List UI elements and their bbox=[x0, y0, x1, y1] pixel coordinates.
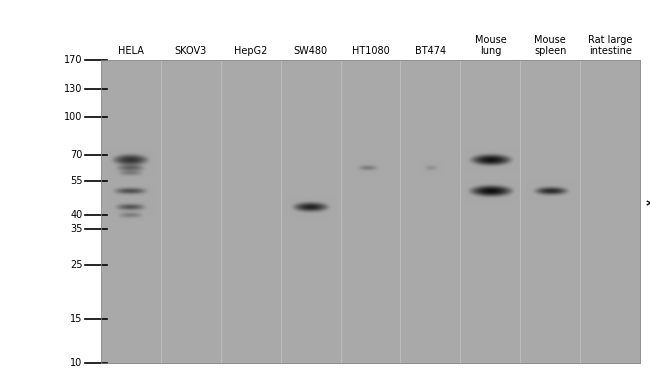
Text: Mouse
lung: Mouse lung bbox=[474, 35, 506, 56]
Text: *: * bbox=[645, 198, 650, 216]
Text: 70: 70 bbox=[70, 150, 83, 160]
Text: 100: 100 bbox=[64, 112, 83, 122]
Text: 170: 170 bbox=[64, 55, 83, 65]
Text: 25: 25 bbox=[70, 260, 83, 270]
Text: Rat large
intestine: Rat large intestine bbox=[588, 35, 632, 56]
Text: 35: 35 bbox=[70, 224, 83, 234]
Text: HepG2: HepG2 bbox=[234, 46, 267, 56]
Text: HT1080: HT1080 bbox=[352, 46, 389, 56]
Bar bbox=[101, 60, 640, 363]
Text: 130: 130 bbox=[64, 84, 83, 94]
Text: 10: 10 bbox=[70, 358, 83, 368]
Text: Mouse
spleen: Mouse spleen bbox=[534, 35, 567, 56]
Text: 15: 15 bbox=[70, 314, 83, 324]
Text: SW480: SW480 bbox=[294, 46, 328, 56]
Text: BT474: BT474 bbox=[415, 46, 446, 56]
Text: 40: 40 bbox=[70, 210, 83, 220]
Text: SKOV3: SKOV3 bbox=[175, 46, 207, 56]
Bar bbox=[101, 60, 640, 363]
Text: HELA: HELA bbox=[118, 46, 144, 56]
Text: 55: 55 bbox=[70, 176, 83, 186]
